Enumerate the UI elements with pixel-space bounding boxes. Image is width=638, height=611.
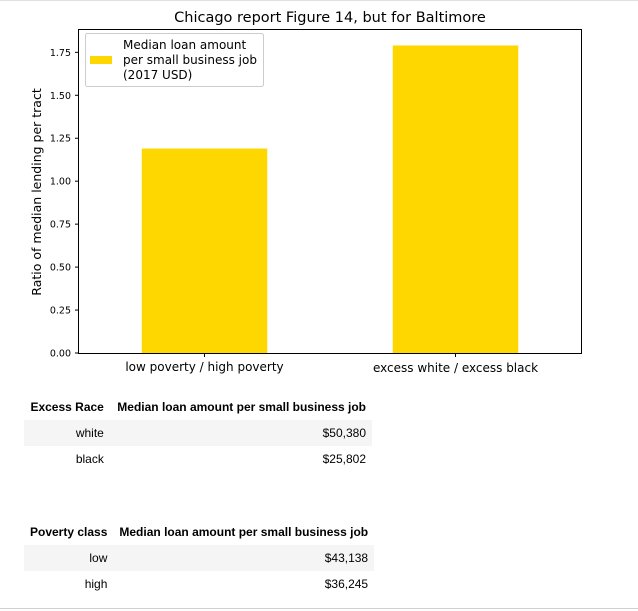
y-tick-label-7: 1.75 bbox=[50, 48, 71, 59]
race-header-median-loan: Median loan amount per small business jo… bbox=[117, 400, 366, 414]
poverty-cell-high: high bbox=[84, 577, 108, 591]
y-tick-label-4: 1.00 bbox=[50, 177, 71, 188]
poverty-cell-low: low bbox=[89, 551, 108, 565]
race-cell-white-value: $50,380 bbox=[322, 426, 366, 440]
table-row: low $43,138 bbox=[24, 545, 375, 571]
table-row: high $36,245 bbox=[24, 571, 374, 597]
y-tick-label-1: 0.25 bbox=[50, 306, 71, 317]
race-table: Excess Race Median loan amount per small… bbox=[24, 394, 372, 472]
legend: Median loan amount per small business jo… bbox=[85, 33, 264, 87]
y-tick-label-5: 1.25 bbox=[50, 134, 71, 145]
y-tick-label-3: 0.75 bbox=[50, 220, 71, 231]
bar-1 bbox=[392, 45, 519, 353]
table-row: black $25,802 bbox=[24, 446, 372, 472]
poverty-cell-low-value: $43,138 bbox=[324, 551, 369, 565]
bar-0 bbox=[141, 148, 268, 353]
top-divider bbox=[0, 0, 638, 1]
race-header-excess-race: Excess Race bbox=[30, 400, 104, 414]
bottom-divider bbox=[0, 608, 638, 609]
legend-label-line-3: (2017 USD) bbox=[123, 68, 192, 82]
bar-chart: Chicago report Figure 14, but for Baltim… bbox=[29, 10, 582, 375]
x-tick-label-0: low poverty / high poverty bbox=[125, 360, 283, 374]
y-axis-label: Ratio of median lending per tract bbox=[29, 88, 44, 296]
race-cell-white: white bbox=[75, 426, 104, 440]
y-tick-label-0: 0.00 bbox=[50, 349, 71, 360]
race-table-header-row: Excess Race Median loan amount per small… bbox=[24, 394, 372, 420]
legend-swatch bbox=[90, 56, 112, 64]
table-row: white $50,380 bbox=[24, 420, 372, 446]
poverty-header-class: Poverty class bbox=[30, 525, 108, 539]
poverty-table-header-row: Poverty class Median loan amount per sma… bbox=[24, 519, 374, 545]
y-tick-label-2: 0.50 bbox=[50, 263, 71, 274]
race-cell-black-value: $25,802 bbox=[322, 452, 366, 466]
legend-box bbox=[85, 33, 264, 87]
legend-label-line-2: per small business job bbox=[123, 53, 257, 67]
y-tick-label-6: 1.50 bbox=[50, 91, 71, 102]
race-cell-black: black bbox=[75, 452, 104, 466]
poverty-header-median-loan: Median loan amount per small business jo… bbox=[119, 525, 369, 539]
chart-title: Chicago report Figure 14, but for Baltim… bbox=[174, 10, 486, 26]
x-tick-label-1: excess white / excess black bbox=[373, 361, 538, 375]
legend-label-line-1: Median loan amount bbox=[123, 38, 247, 52]
plot-frame bbox=[78, 29, 582, 354]
poverty-table: Poverty class Median loan amount per sma… bbox=[24, 519, 375, 597]
poverty-cell-high-value: $36,245 bbox=[324, 577, 369, 591]
